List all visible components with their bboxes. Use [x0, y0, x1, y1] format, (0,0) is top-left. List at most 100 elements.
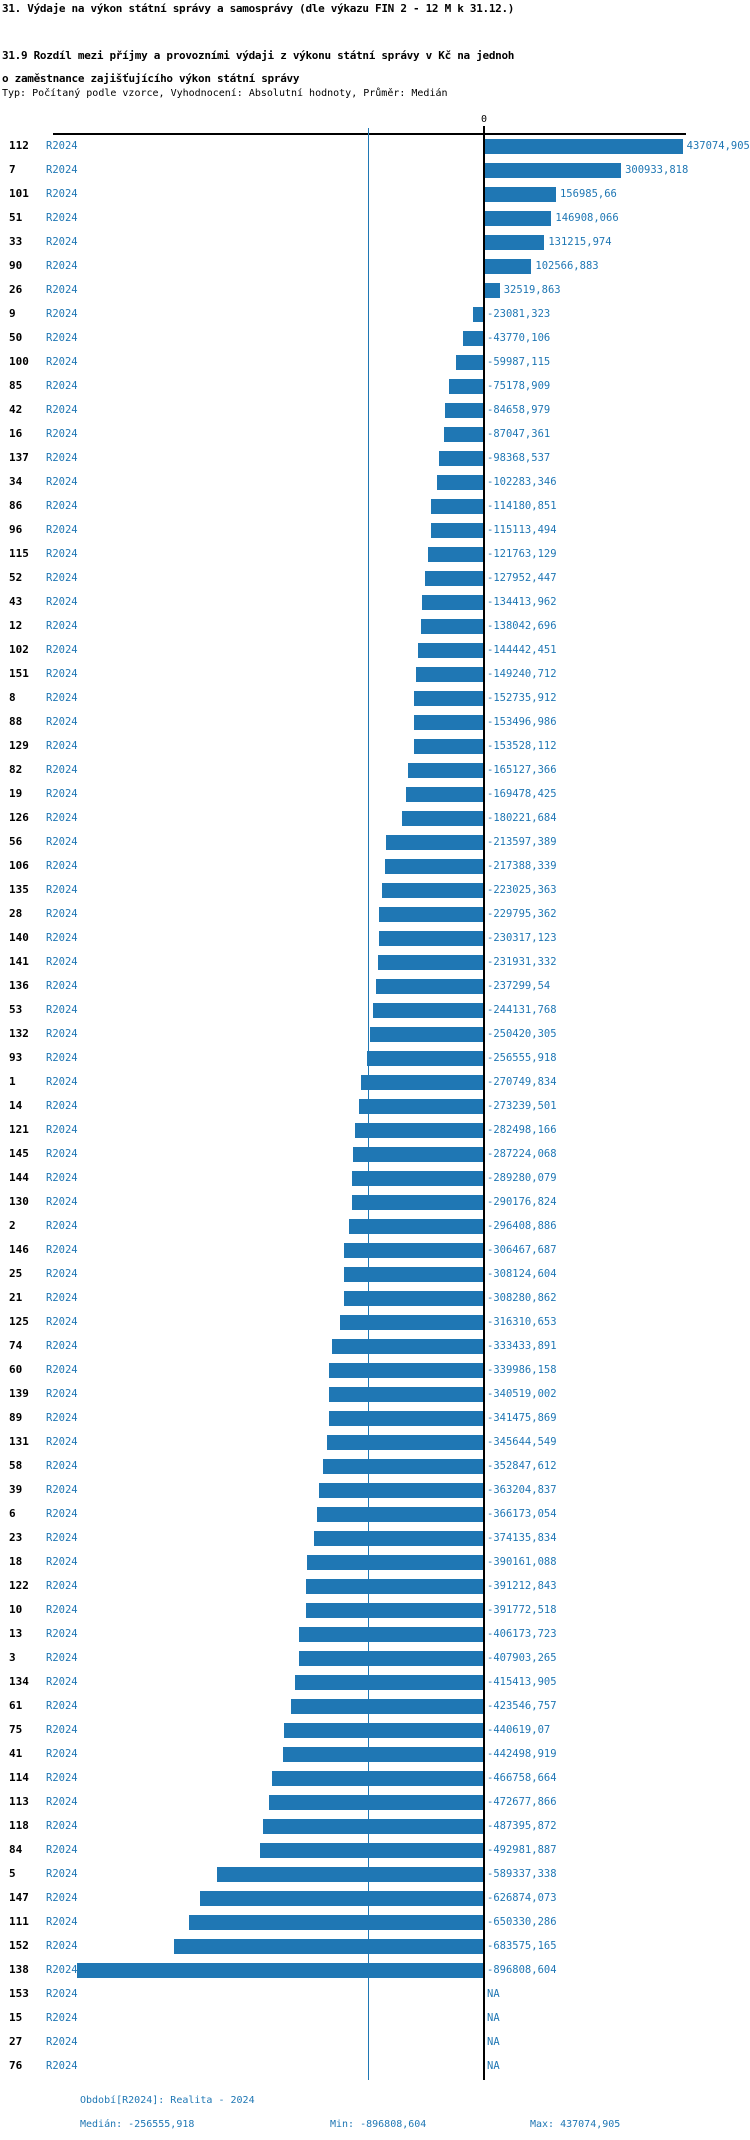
chart-row: 96 R2024 -115113,494: [0, 518, 750, 542]
bar-value-label: -223025,363: [487, 884, 557, 896]
row-period-label: R2024: [46, 1316, 78, 1328]
row-period-label: R2024: [46, 644, 78, 656]
row-id-label: 85: [9, 379, 23, 392]
row-period-label: R2024: [46, 1916, 78, 1928]
chart-row: 152 R2024 -683575,165: [0, 1934, 750, 1958]
row-id-label: 152: [9, 1939, 29, 1952]
chart-row: 129 R2024 -153528,112: [0, 734, 750, 758]
row-period-label: R2024: [46, 1460, 78, 1472]
row-id-label: 2: [9, 1219, 16, 1232]
bar: [339, 1314, 483, 1330]
chart-row: 25 R2024 -308124,604: [0, 1262, 750, 1286]
bar-value-label: -229795,362: [487, 908, 557, 920]
bar: [173, 1938, 483, 1954]
chart-row: 89 R2024 -341475,869: [0, 1406, 750, 1430]
chart-row: 84 R2024 -492981,887: [0, 1838, 750, 1862]
bar: [360, 1074, 483, 1090]
row-period-label: R2024: [46, 1772, 78, 1784]
chart-row: 106 R2024 -217388,339: [0, 854, 750, 878]
chart-row: 82 R2024 -165127,366: [0, 758, 750, 782]
chart-row: 53 R2024 -244131,768: [0, 998, 750, 1022]
bar: [384, 858, 483, 874]
row-id-label: 33: [9, 235, 23, 248]
bar: [382, 882, 483, 898]
chart-row: 138 R2024 -896808,604: [0, 1958, 750, 1982]
bar: [375, 978, 483, 994]
chart-row: 56 R2024 -213597,389: [0, 830, 750, 854]
row-period-label: R2024: [46, 716, 78, 728]
row-id-label: 12: [9, 619, 23, 632]
chart-row: 28 R2024 -229795,362: [0, 902, 750, 926]
bar: [199, 1890, 483, 1906]
row-id-label: 9: [9, 307, 16, 320]
bar-value-label: -391772,518: [487, 1604, 557, 1616]
bar-value-label: -296408,886: [487, 1220, 557, 1232]
page-title: 31. Výdaje na výkon státní správy a samo…: [2, 2, 515, 15]
bar-value-label: -282498,166: [487, 1124, 557, 1136]
row-period-label: R2024: [46, 1148, 78, 1160]
bar: [299, 1626, 483, 1642]
row-period-label: R2024: [46, 1196, 78, 1208]
bar: [431, 498, 483, 514]
chart-row: 15 R2024 NA: [0, 2006, 750, 2030]
row-id-label: 53: [9, 1003, 23, 1016]
chart-row: 16 R2024 -87047,361: [0, 422, 750, 446]
row-id-label: 43: [9, 595, 23, 608]
bar: [438, 450, 483, 466]
row-period-label: R2024: [46, 620, 78, 632]
chart-row: 8 R2024 -152735,912: [0, 686, 750, 710]
chart-row: 21 R2024 -308280,862: [0, 1286, 750, 1310]
row-period-label: R2024: [46, 1988, 78, 2000]
chart-row: 52 R2024 -127952,447: [0, 566, 750, 590]
chart-row: 136 R2024 -237299,54: [0, 974, 750, 998]
bar: [343, 1290, 483, 1306]
chart-row: 26 R2024 32519,863: [0, 278, 750, 302]
bar-value-label: -121763,129: [487, 548, 557, 560]
row-period-label: R2024: [46, 1820, 78, 1832]
bar: [485, 210, 552, 226]
chart-row: 18 R2024 -390161,088: [0, 1550, 750, 1574]
row-id-label: 3: [9, 1651, 16, 1664]
row-id-label: 113: [9, 1795, 29, 1808]
bar-value-label: -231931,332: [487, 956, 557, 968]
row-period-label: R2024: [46, 1220, 78, 1232]
bar-value-label: 146908,066: [555, 212, 619, 224]
bar-value-label: -352847,612: [487, 1460, 557, 1472]
chart-row: 10 R2024 -391772,518: [0, 1598, 750, 1622]
chart-row: 135 R2024 -223025,363: [0, 878, 750, 902]
bar: [344, 1242, 483, 1258]
bar-value-label: -492981,887: [487, 1844, 557, 1856]
row-period-label: R2024: [46, 1604, 78, 1616]
bar-value-label: 102566,883: [535, 260, 599, 272]
row-period-label: R2024: [46, 452, 78, 464]
chart-row: 132 R2024 -250420,305: [0, 1022, 750, 1046]
row-id-label: 106: [9, 859, 29, 872]
bar: [332, 1338, 483, 1354]
bar-value-label: -84658,979: [487, 404, 551, 416]
row-period-label: R2024: [46, 1724, 78, 1736]
row-id-label: 7: [9, 163, 16, 176]
bar: [413, 690, 483, 706]
bar-value-label: -440619,07: [487, 1724, 551, 1736]
bar-value-label: -270749,834: [487, 1076, 557, 1088]
row-period-label: R2024: [46, 1532, 78, 1544]
bar: [328, 1410, 483, 1426]
row-period-label: R2024: [46, 500, 78, 512]
row-id-label: 151: [9, 667, 29, 680]
chart-row: 51 R2024 146908,066: [0, 206, 750, 230]
row-id-label: 112: [9, 139, 29, 152]
bar-value-label: -165127,366: [487, 764, 557, 776]
row-period-label: R2024: [46, 788, 78, 800]
chart-row: 134 R2024 -415413,905: [0, 1670, 750, 1694]
bar: [313, 1530, 483, 1546]
row-id-label: 134: [9, 1675, 29, 1688]
chart-row: 126 R2024 -180221,684: [0, 806, 750, 830]
bar: [444, 402, 483, 418]
bar: [463, 330, 483, 346]
bar-value-label: -134413,962: [487, 596, 557, 608]
row-id-label: 141: [9, 955, 29, 968]
bar-value-label: -127952,447: [487, 572, 557, 584]
row-period-label: R2024: [46, 164, 78, 176]
bar-value-label: -374135,834: [487, 1532, 557, 1544]
chart-row: 101 R2024 156985,66: [0, 182, 750, 206]
